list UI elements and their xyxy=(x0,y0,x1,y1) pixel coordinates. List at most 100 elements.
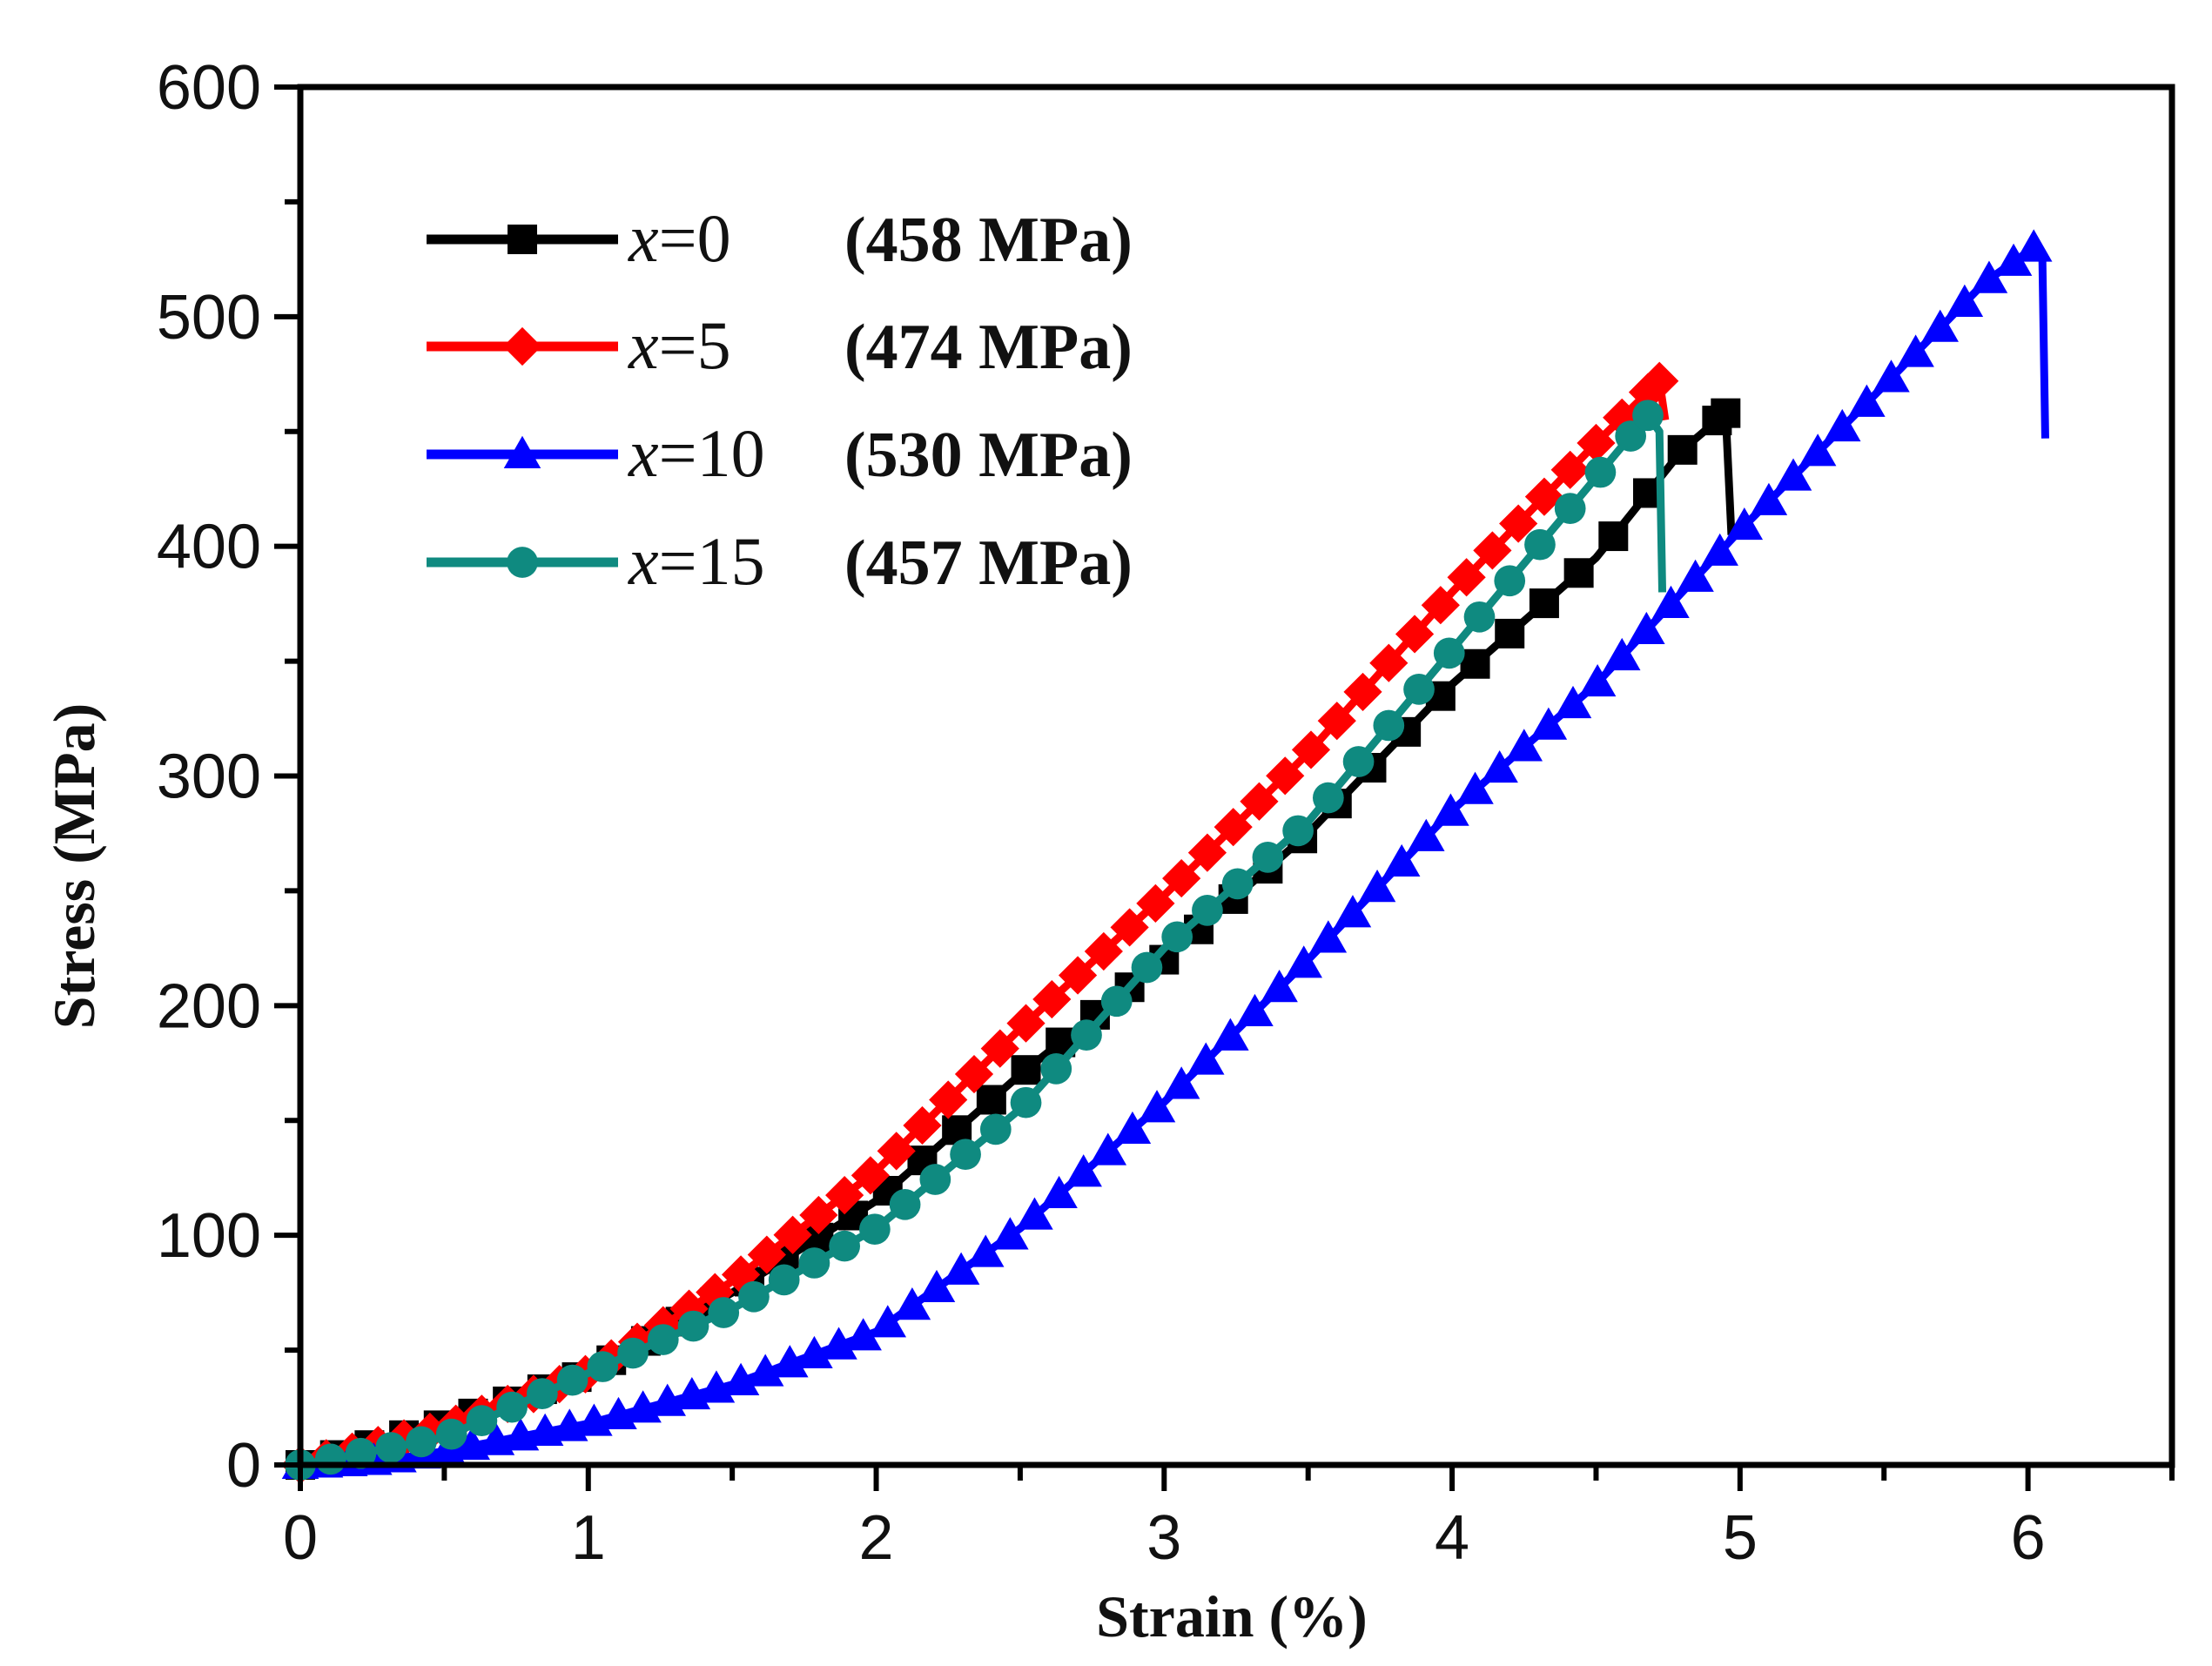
legend-strength: (530 MPa) xyxy=(844,420,1133,491)
data-point xyxy=(829,1230,861,1262)
data-point xyxy=(1615,420,1647,452)
legend-label: x=5 xyxy=(628,307,731,383)
data-point xyxy=(345,1437,377,1469)
data-point xyxy=(1554,493,1586,524)
data-point xyxy=(1970,260,2008,293)
legend-swatch-marker xyxy=(507,547,538,578)
data-point xyxy=(435,1418,467,1450)
data-point xyxy=(1494,565,1526,597)
data-point xyxy=(1010,1086,1042,1119)
data-point xyxy=(1946,284,1984,317)
data-point xyxy=(1774,458,1812,491)
data-point xyxy=(918,1269,956,1303)
data-point xyxy=(1006,1004,1045,1043)
data-point xyxy=(406,1426,437,1458)
data-point xyxy=(1282,815,1314,847)
data-point xyxy=(1016,1197,1053,1230)
data-point xyxy=(1524,477,1564,516)
data-point xyxy=(950,1139,981,1171)
data-point xyxy=(1529,588,1559,619)
data-point xyxy=(738,1280,770,1313)
data-point xyxy=(677,1310,709,1342)
data-point xyxy=(696,1273,735,1312)
data-point xyxy=(556,1364,588,1396)
data-point xyxy=(587,1351,619,1382)
y-tick-label: 100 xyxy=(157,1201,261,1271)
data-point xyxy=(1212,1018,1249,1051)
data-point xyxy=(1040,1053,1072,1085)
data-point xyxy=(1505,729,1543,762)
data-point xyxy=(466,1405,498,1436)
legend-label: x=15 xyxy=(628,523,765,599)
data-point xyxy=(992,1217,1029,1250)
data-point xyxy=(1603,637,1641,671)
data-point xyxy=(1584,456,1617,488)
x-tick-label: 3 xyxy=(1146,1503,1181,1573)
data-point xyxy=(1100,985,1133,1018)
data-point xyxy=(1162,1066,1200,1099)
data-point xyxy=(1711,398,1741,428)
data-point xyxy=(825,1176,864,1215)
data-point xyxy=(1252,842,1284,873)
x-tick-label: 2 xyxy=(859,1503,894,1573)
data-point xyxy=(721,1255,761,1294)
data-point xyxy=(1032,979,1072,1019)
data-point xyxy=(1725,507,1764,541)
data-point xyxy=(1138,1090,1176,1123)
legend-strength: (474 MPa) xyxy=(844,312,1133,383)
data-point xyxy=(1240,782,1279,821)
data-point xyxy=(2014,229,2053,262)
y-tick-label: 200 xyxy=(157,971,261,1041)
data-point xyxy=(1897,334,1934,367)
data-point xyxy=(844,1318,882,1351)
data-point xyxy=(1701,533,1738,566)
data-point xyxy=(1408,818,1445,851)
legend-swatch-marker xyxy=(503,435,541,468)
data-point xyxy=(1089,1132,1127,1166)
data-point xyxy=(1071,1019,1102,1051)
data-point xyxy=(799,1195,838,1235)
data-point xyxy=(869,1305,907,1338)
data-point xyxy=(796,1335,833,1369)
data-point xyxy=(746,1354,784,1387)
data-point xyxy=(979,1113,1012,1145)
data-point xyxy=(1058,956,1098,995)
data-point xyxy=(1499,504,1538,543)
data-point xyxy=(820,1327,857,1360)
data-point xyxy=(798,1247,830,1279)
data-point xyxy=(1162,858,1201,898)
data-point xyxy=(1667,434,1698,465)
data-point xyxy=(1473,531,1512,570)
data-point xyxy=(1403,674,1435,705)
data-point xyxy=(942,1252,980,1285)
data-point xyxy=(1598,521,1629,552)
data-point xyxy=(722,1362,760,1395)
data-point xyxy=(526,1378,558,1409)
data-point xyxy=(1261,970,1298,1003)
data-point xyxy=(1369,643,1409,682)
axes-layer: 0 1 2 3 4 5 6 0 100 200 300 400 500 600 xyxy=(157,53,2175,1573)
data-point xyxy=(1554,685,1592,719)
data-point xyxy=(1750,482,1788,515)
y-tick-label: 400 xyxy=(157,513,261,582)
data-point xyxy=(919,1164,951,1195)
data-point xyxy=(1192,894,1223,926)
data-point xyxy=(647,1324,679,1355)
data-point xyxy=(976,1085,1006,1115)
data-point xyxy=(1309,920,1348,953)
data-point xyxy=(1343,672,1382,712)
data-point xyxy=(1373,709,1405,742)
data-point xyxy=(1530,707,1568,740)
data-point xyxy=(375,1432,407,1463)
data-point xyxy=(1395,615,1435,654)
data-point xyxy=(708,1297,740,1328)
data-point xyxy=(1084,931,1123,971)
data-point xyxy=(1110,908,1149,947)
series-3 xyxy=(285,400,1667,1481)
data-point xyxy=(1291,730,1331,769)
data-point xyxy=(1161,921,1193,953)
legend: x=0 (458 MPa)x=5 (474 MPa)x=10 (530 MPa)x=1… xyxy=(427,200,1133,599)
data-point xyxy=(980,1029,1019,1068)
data-point xyxy=(1921,309,1959,342)
